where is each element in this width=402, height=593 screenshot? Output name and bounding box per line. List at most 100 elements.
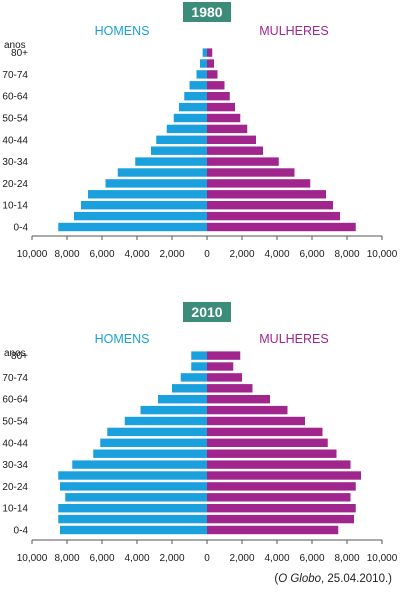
bar-women-15-19	[207, 493, 351, 502]
x-tick-label: 6,000	[299, 249, 324, 260]
bar-men-65-69	[172, 384, 207, 393]
y-tick-label: 40-44	[2, 438, 28, 449]
bar-women-30-34	[207, 460, 351, 469]
bar-men-50-54	[173, 113, 207, 123]
y-tick-label: 0-4	[14, 526, 29, 537]
bar-women-35-39	[207, 449, 337, 458]
y-tick-label: 30-34	[2, 157, 28, 168]
y-tick-label: 80+	[11, 351, 28, 362]
x-tick-label: 10,000	[17, 553, 48, 564]
y-tick-label: 0-4	[14, 223, 29, 234]
y-tick-label: 60-64	[2, 395, 28, 406]
bar-men-35-39	[151, 146, 207, 155]
bar-men-55-59	[140, 405, 207, 415]
y-tick-label: 20-24	[2, 179, 28, 190]
bar-women-10-14	[207, 201, 333, 210]
bar-men-10-14	[81, 201, 207, 210]
bar-women-5-9	[207, 211, 340, 221]
bar-men-20-24	[60, 482, 207, 491]
bar-men-0-4	[60, 525, 207, 535]
y-tick-label: 10-14	[2, 504, 28, 515]
x-tick-label: 8,000	[334, 553, 359, 564]
x-tick-label: 6,000	[89, 249, 114, 260]
bar-men-0-4	[58, 222, 207, 232]
bar-women-20-24	[207, 179, 311, 188]
bar-men-50-54	[124, 416, 207, 426]
x-tick-label: 2,000	[229, 249, 254, 260]
x-tick-label: 2,000	[159, 553, 184, 564]
bar-men-15-19	[88, 190, 207, 199]
women-label: MULHERES	[259, 24, 328, 38]
y-tick-label: 60-64	[2, 92, 28, 103]
bar-men-75-79	[191, 362, 207, 371]
bar-men-5-9	[58, 514, 207, 524]
bar-women-55-59	[207, 405, 288, 415]
bar-women-75-79	[207, 59, 214, 68]
bar-women-40-44	[207, 135, 256, 144]
bar-women-70-74	[207, 373, 242, 382]
bar-men-45-49	[166, 124, 207, 134]
men-label: HOMENS	[95, 24, 150, 38]
y-tick-label: 20-24	[2, 482, 28, 493]
x-tick-label: 4,000	[124, 553, 149, 564]
bar-women-25-29	[207, 471, 361, 480]
men-label: HOMENS	[95, 332, 150, 346]
x-tick-label: 8,000	[54, 553, 79, 564]
bar-women-50-54	[207, 113, 241, 123]
bar-women-80+	[207, 48, 213, 57]
bar-men-55-59	[179, 102, 207, 112]
y-tick-label: 70-74	[2, 373, 28, 384]
x-tick-label: 10,000	[367, 553, 398, 564]
bar-men-70-74	[196, 70, 207, 79]
pyramid-1980: 1980 HOMENS MULHERES anos 0-4 10-14 20-24 30-34…	[2, 2, 398, 260]
bar-men-30-34	[72, 460, 207, 469]
bar-women-0-4	[207, 525, 339, 535]
bar-men-25-29	[117, 168, 207, 177]
bar-men-30-34	[135, 157, 207, 166]
bar-women-20-24	[207, 482, 356, 491]
x-tick-label: 2,000	[159, 249, 184, 260]
y-axis-title: anos	[4, 40, 26, 51]
bar-men-80+	[202, 48, 207, 57]
x-tick-label: 0	[204, 249, 210, 260]
bar-men-40-44	[156, 135, 207, 144]
bar-women-30-34	[207, 157, 279, 166]
bar-women-55-59	[207, 102, 235, 112]
y-tick-label: 80+	[11, 48, 28, 59]
bar-women-15-19	[207, 190, 326, 199]
bar-men-15-19	[65, 493, 207, 502]
bar-men-25-29	[58, 471, 207, 480]
bar-men-60-64	[158, 395, 207, 404]
y-tick-label: 10-14	[2, 201, 28, 212]
chart-title: 1980	[191, 4, 222, 20]
bar-women-80+	[207, 351, 241, 360]
bar-men-75-79	[200, 59, 207, 68]
bar-men-10-14	[58, 504, 207, 513]
bar-men-20-24	[105, 179, 207, 188]
bar-men-45-49	[107, 427, 207, 437]
year-badge	[183, 302, 231, 322]
x-tick-label: 10,000	[367, 249, 398, 260]
bar-women-70-74	[207, 70, 218, 79]
x-tick-label: 4,000	[264, 553, 289, 564]
bar-women-35-39	[207, 146, 263, 155]
x-tick-label: 8,000	[334, 249, 359, 260]
source-publication: O Globo	[278, 573, 322, 585]
bar-women-0-4	[207, 222, 356, 232]
y-tick-label: 50-54	[2, 417, 28, 428]
bar-women-40-44	[207, 438, 328, 447]
bar-women-45-49	[207, 124, 248, 134]
x-tick-label: 6,000	[89, 553, 114, 564]
bar-men-60-64	[184, 92, 207, 101]
bar-women-50-54	[207, 416, 305, 426]
bar-women-60-64	[207, 92, 230, 101]
y-tick-label: 30-34	[2, 460, 28, 471]
bar-men-35-39	[93, 449, 207, 458]
y-axis-title: anos	[4, 348, 26, 359]
bar-men-5-9	[74, 211, 207, 221]
bar-women-5-9	[207, 514, 354, 524]
bar-men-80+	[191, 351, 207, 360]
bar-men-70-74	[180, 373, 207, 382]
y-tick-label: 40-44	[2, 135, 28, 146]
